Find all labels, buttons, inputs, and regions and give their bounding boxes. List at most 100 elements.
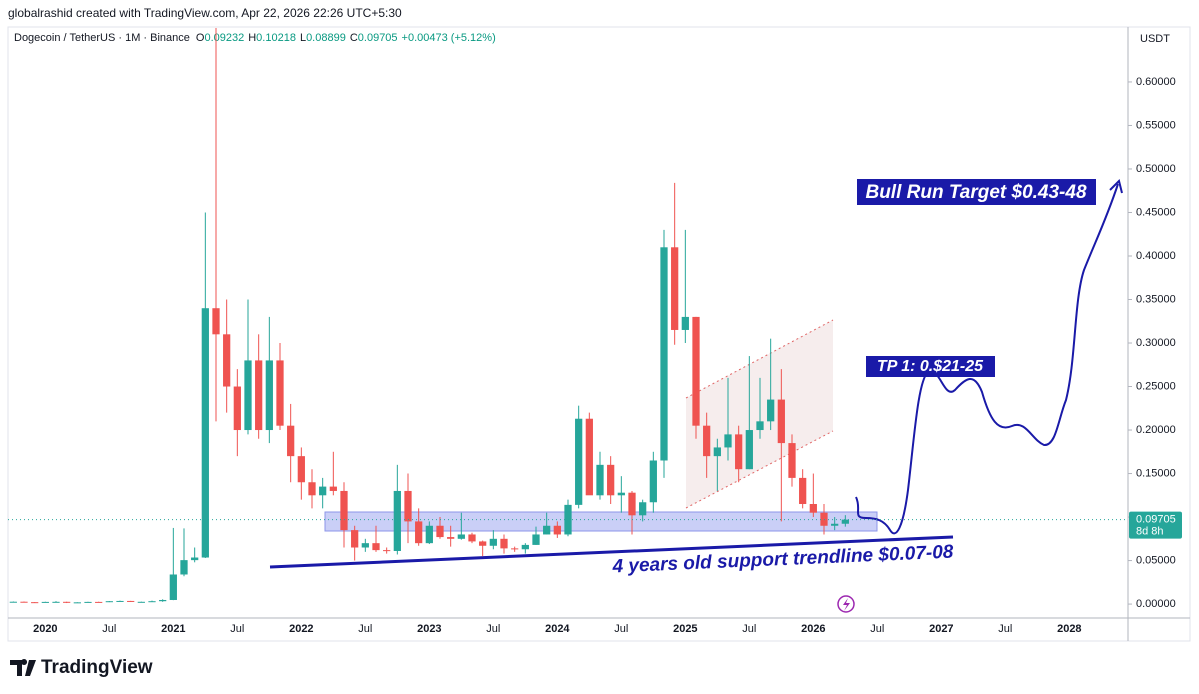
y-tick-label: 0.00000 <box>1136 598 1176 610</box>
symbol: Dogecoin / TetherUS · 1M · Binance <box>14 32 190 44</box>
candle-body <box>191 557 199 561</box>
o-label: O <box>196 32 205 44</box>
candle-body <box>404 490 412 522</box>
candle-body <box>52 601 60 603</box>
candle-body <box>148 601 156 603</box>
l-value: 0.08899 <box>306 32 346 44</box>
x-tick-label: 2022 <box>289 623 313 635</box>
y-tick-label: 0.20000 <box>1136 424 1176 436</box>
candle-body <box>436 525 444 538</box>
x-tick-label: Jul <box>870 623 884 635</box>
candle-body <box>180 560 188 575</box>
candle-body <box>767 399 775 422</box>
y-tick-label: 0.05000 <box>1136 554 1176 566</box>
projection-path <box>855 183 1119 535</box>
candle-body <box>319 486 327 496</box>
candle-body <box>159 599 167 602</box>
change: +0.00473 (+5.12%) <box>402 32 496 44</box>
y-tick-label: 0.25000 <box>1136 380 1176 392</box>
candle-body <box>137 601 145 603</box>
candle-body <box>607 464 615 496</box>
candle-body <box>31 602 39 604</box>
annotation-box <box>866 356 995 377</box>
candle-body <box>297 456 305 483</box>
candle-body <box>95 601 103 603</box>
h-label: H <box>248 32 256 44</box>
candle-body <box>84 601 92 603</box>
y-tick-label: 0.15000 <box>1136 467 1176 479</box>
candle-body <box>745 430 753 470</box>
x-tick-label: 2025 <box>673 623 697 635</box>
candle-body <box>809 504 817 513</box>
candle-body <box>831 523 839 526</box>
support-zone <box>324 511 878 532</box>
candle-body <box>9 601 17 603</box>
brand-name: TradingView <box>41 657 153 678</box>
candle-body <box>351 530 359 548</box>
candle-body <box>671 247 679 330</box>
x-tick-label: 2027 <box>929 623 953 635</box>
candle-body <box>596 464 604 496</box>
credit: globalrashid created with TradingView.co… <box>8 6 402 20</box>
candle-body <box>244 360 252 431</box>
annotation-box <box>857 179 1096 205</box>
frame <box>7 26 1191 642</box>
brand: TradingView <box>10 657 153 678</box>
candle-body <box>447 537 455 539</box>
candle-body <box>735 434 743 470</box>
candle-body <box>105 601 113 603</box>
candle-body <box>361 543 369 548</box>
candle-body <box>201 308 209 558</box>
countdown: 8d 8h <box>1136 526 1164 538</box>
x-tick-label: 2026 <box>801 623 825 635</box>
candle-body <box>713 447 721 457</box>
l-label: L <box>300 32 306 44</box>
candle-body <box>788 443 796 478</box>
candle-body <box>521 544 529 550</box>
candle-body <box>628 492 636 516</box>
candle-body <box>660 247 668 461</box>
h-value: 0.10218 <box>256 32 296 44</box>
candle-body <box>308 482 316 496</box>
candle-body <box>415 521 423 544</box>
y-tick-label: 0.45000 <box>1136 206 1176 218</box>
y-tick-label: 0.50000 <box>1136 163 1176 175</box>
y-tick-label: 0.35000 <box>1136 293 1176 305</box>
candle-body <box>265 360 273 431</box>
x-tick-label: 2028 <box>1057 623 1081 635</box>
last-price-label: 0.09705 <box>1136 514 1176 526</box>
candle-body <box>329 486 337 491</box>
x-tick-label: Jul <box>358 623 372 635</box>
y-tick-label: 0.55000 <box>1136 119 1176 131</box>
x-tick-label: Jul <box>230 623 244 635</box>
y-tick-label: 0.60000 <box>1136 76 1176 88</box>
event-icon-bolt <box>843 598 850 611</box>
annotation: TP 1: 0.$21-25 <box>877 358 984 375</box>
arrow-head <box>1109 179 1123 194</box>
candle-body <box>543 525 551 535</box>
candle-body <box>383 550 391 552</box>
candle-body <box>724 434 732 448</box>
candle-body <box>799 477 807 505</box>
candle-body <box>372 543 380 551</box>
x-tick-label: Jul <box>614 623 628 635</box>
candle-body <box>425 525 433 544</box>
candle-body <box>223 334 231 387</box>
candle-body <box>649 460 657 503</box>
last-price-tag <box>1129 511 1182 539</box>
candle-body <box>681 316 689 330</box>
x-tick-label: Jul <box>102 623 116 635</box>
x-tick-label: 2021 <box>161 623 185 635</box>
candle-body <box>212 308 220 335</box>
candle-body <box>169 574 177 600</box>
candle-body <box>116 600 124 602</box>
candle-body <box>255 360 263 431</box>
candle-body <box>489 538 497 546</box>
x-tick-label: 2024 <box>545 623 570 635</box>
y-axis-label: USDT <box>1140 33 1170 45</box>
candle-body <box>41 601 49 603</box>
annotation: Bull Run Target $0.43-48 <box>865 182 1086 203</box>
x-tick-label: 2020 <box>33 623 57 635</box>
